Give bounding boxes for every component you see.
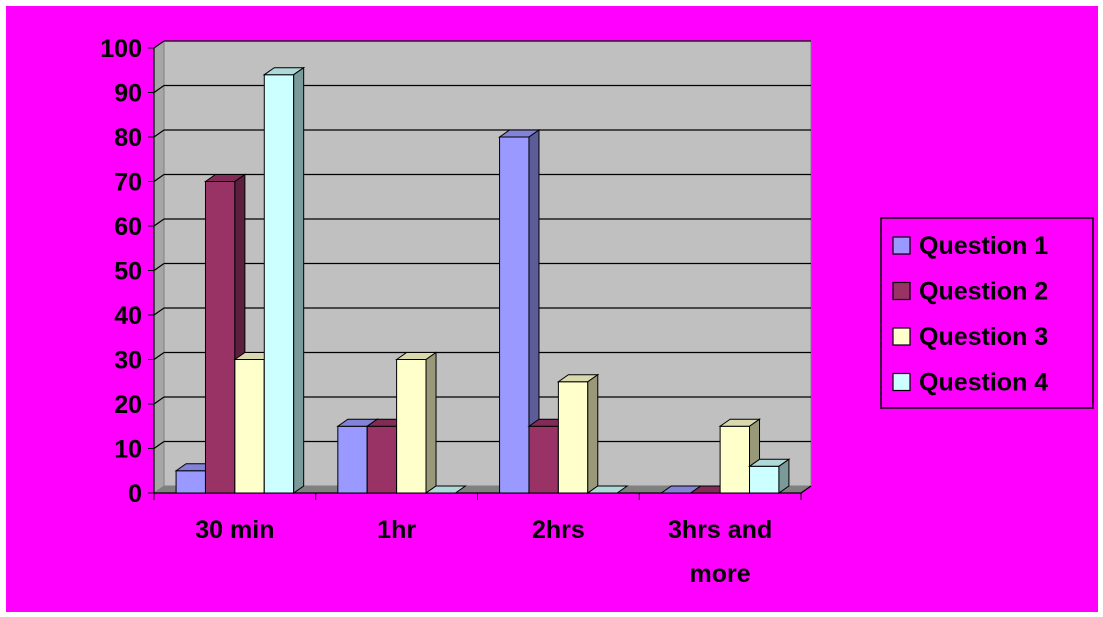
y-tick-label: 20 bbox=[114, 391, 142, 419]
legend-label: Question 4 bbox=[919, 369, 1048, 397]
bar-front bbox=[234, 359, 265, 494]
x-tick-label: more bbox=[690, 560, 751, 588]
legend-label: Question 2 bbox=[919, 278, 1048, 306]
plot-floor bbox=[154, 486, 811, 493]
y-tick-label: 70 bbox=[114, 169, 142, 197]
legend bbox=[880, 217, 1094, 409]
y-tick-label: 90 bbox=[114, 80, 142, 108]
bar-front bbox=[557, 381, 589, 494]
gridline-side bbox=[153, 352, 165, 360]
bar-front bbox=[499, 136, 530, 494]
bar-front bbox=[263, 74, 295, 494]
y-tick-label: 0 bbox=[128, 480, 142, 508]
bar-side bbox=[778, 458, 790, 494]
y-tick-label: 50 bbox=[114, 258, 142, 286]
gridline-side bbox=[153, 129, 165, 138]
x-axis-depth bbox=[800, 485, 812, 494]
legend-swatch bbox=[892, 372, 911, 392]
legend-swatch bbox=[892, 236, 911, 255]
y-tick-label: 60 bbox=[114, 213, 142, 241]
bar-front bbox=[366, 425, 398, 494]
gridline-side bbox=[153, 396, 165, 405]
gridline-side bbox=[153, 218, 165, 227]
bar-side bbox=[425, 351, 437, 494]
bar-chart: 0 10 20 30 40 50 60 70 80 90 100 30 min 1hr 2hrs 3hrs … bbox=[6, 6, 1098, 612]
gridline-side bbox=[153, 263, 165, 271]
bar-front bbox=[396, 359, 427, 494]
gridline-side bbox=[153, 40, 165, 49]
bar-side bbox=[293, 66, 305, 494]
bar-front bbox=[204, 181, 236, 494]
gridline-side bbox=[153, 441, 165, 449]
bar-front bbox=[175, 470, 206, 494]
x-tick-label: 3hrs and bbox=[668, 516, 772, 544]
bar-side bbox=[587, 373, 599, 494]
legend-swatch bbox=[892, 327, 911, 346]
x-tick-label: 2hrs bbox=[532, 516, 585, 544]
legend-label: Question 3 bbox=[919, 323, 1048, 351]
bar-front bbox=[749, 465, 780, 494]
gridline-side bbox=[153, 174, 165, 182]
y-tick-label: 80 bbox=[114, 124, 142, 152]
chart-frame: 0 10 20 30 40 50 60 70 80 90 100 30 min 1hr 2hrs 3hrs … bbox=[6, 6, 1098, 612]
legend-label: Question 1 bbox=[919, 232, 1048, 260]
x-tick-label: 1hr bbox=[377, 516, 416, 544]
bar-front bbox=[337, 425, 368, 494]
y-tick-label: 40 bbox=[114, 302, 142, 330]
bar-top bbox=[424, 485, 468, 494]
gridline-side bbox=[153, 307, 165, 316]
bar-top bbox=[586, 485, 629, 494]
y-tick-label: 100 bbox=[100, 35, 142, 63]
bar-front bbox=[719, 425, 751, 494]
x-tick-label: 30 min bbox=[195, 516, 274, 544]
y-tick-label: 30 bbox=[114, 347, 142, 375]
gridline-side bbox=[153, 85, 165, 93]
y-tick-label: 10 bbox=[114, 436, 142, 464]
legend-swatch bbox=[892, 281, 911, 301]
bar-front bbox=[528, 425, 559, 494]
